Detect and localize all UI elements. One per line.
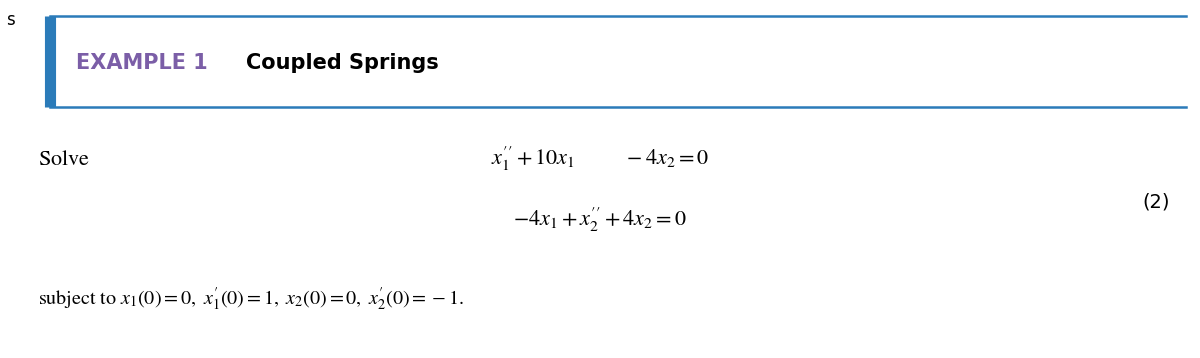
Text: EXAMPLE 1: EXAMPLE 1 xyxy=(76,53,208,73)
Text: Coupled Springs: Coupled Springs xyxy=(246,53,439,73)
Text: (2): (2) xyxy=(1142,193,1170,212)
Text: $\mathrm{subject\ to}\ x_1(0) = 0,\ x_1'(0) = 1,\ x_2(0) = 0,\ x_2'(0) = -1.$: $\mathrm{subject\ to}\ x_1(0) = 0,\ x_1'… xyxy=(38,285,464,313)
Text: $-4x_1 + x_2'' + 4x_2 = 0$: $-4x_1 + x_2'' + 4x_2 = 0$ xyxy=(514,206,686,234)
Text: s: s xyxy=(6,11,14,29)
Text: $\mathrm{Solve}$: $\mathrm{Solve}$ xyxy=(38,149,90,169)
Text: $x_1'' + 10x_1 \qquad\quad - 4x_2 = 0$: $x_1'' + 10x_1 \qquad\quad - 4x_2 = 0$ xyxy=(491,145,709,173)
